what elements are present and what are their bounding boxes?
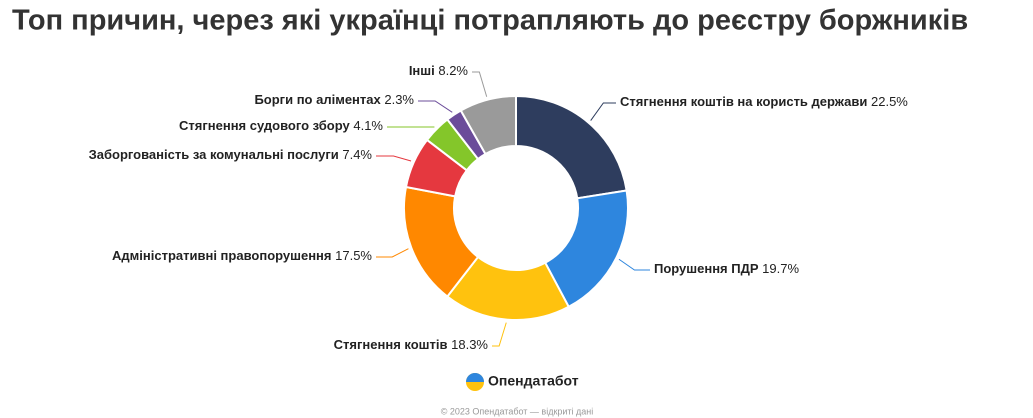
value-label: 2.3% — [384, 92, 414, 107]
slice-label: Інші 8.2% — [409, 63, 469, 78]
donut-slice — [515, 94, 628, 200]
category-name: Стягнення коштів на користь держави — [620, 94, 867, 109]
slice-label: Порушення ПДР 19.7% — [654, 261, 799, 276]
chart-title: Топ причин, через які українці потрапляю… — [12, 5, 968, 37]
brand-logo — [466, 373, 484, 391]
copyright: © 2023 Опендатабот — відкриті дані — [441, 406, 594, 416]
leader-line — [472, 71, 488, 97]
value-label: 19.7% — [762, 261, 799, 276]
value-label: 7.4% — [342, 147, 372, 162]
leader-line — [618, 258, 650, 271]
slice-label: Стягнення коштів 18.3% — [334, 337, 489, 352]
value-label: 8.2% — [438, 63, 468, 78]
value-label: 4.1% — [353, 118, 383, 133]
slice-label: Стягнення судового збору 4.1% — [179, 118, 383, 133]
slice-label: Борги по аліментах 2.3% — [254, 92, 414, 107]
slice-label: Стягнення коштів на користь держави 22.5… — [620, 94, 908, 109]
category-name: Заборгованість за комунальні послуги — [89, 147, 339, 162]
brand-name: Опендатабот — [488, 373, 579, 389]
leader-line — [418, 100, 453, 113]
category-name: Борги по аліментах — [254, 92, 381, 107]
value-label: 22.5% — [871, 94, 908, 109]
category-name: Адміністративні правопорушення — [112, 248, 331, 263]
value-label: 18.3% — [451, 337, 488, 352]
category-name: Стягнення судового збору — [179, 118, 351, 133]
donut-slice — [459, 94, 517, 156]
category-name: Порушення ПДР — [654, 261, 759, 276]
leader-line — [376, 155, 412, 162]
slice-label: Адміністративні правопорушення 17.5% — [112, 248, 372, 263]
leader-line — [376, 248, 409, 258]
value-label: 17.5% — [335, 248, 372, 263]
category-name: Стягнення коштів — [334, 337, 448, 352]
category-name: Інші — [409, 63, 435, 78]
leader-line — [492, 322, 507, 347]
slice-label: Заборгованість за комунальні послуги 7.4… — [89, 147, 373, 162]
leader-line — [590, 102, 616, 121]
